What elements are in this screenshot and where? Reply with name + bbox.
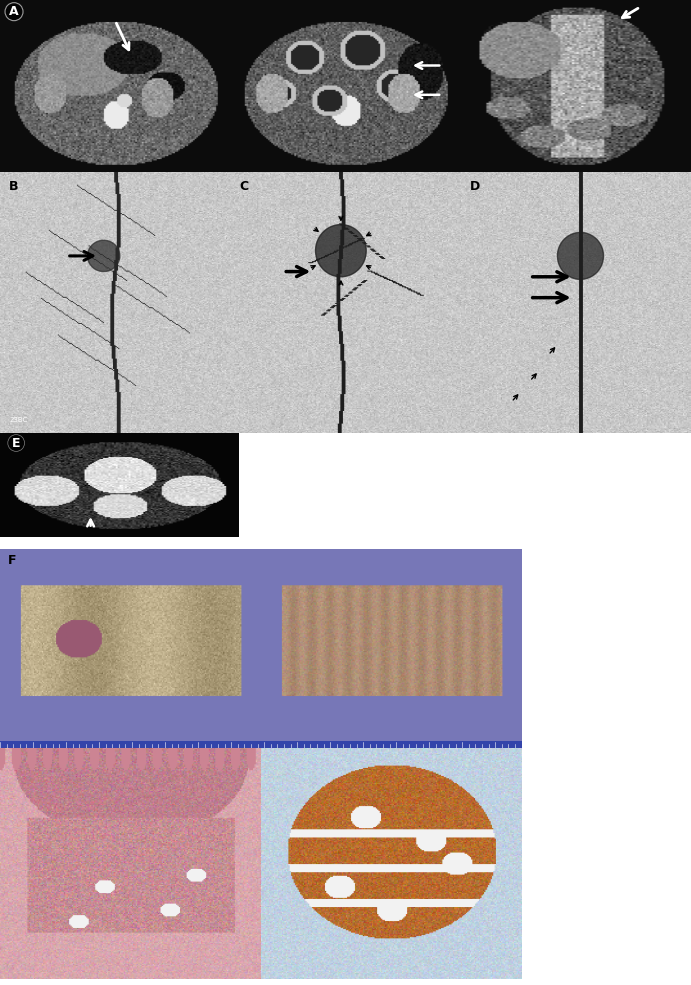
Text: A: A [9, 5, 19, 18]
Text: 23BC: 23BC [9, 417, 28, 423]
Text: C: C [240, 180, 249, 193]
Polygon shape [316, 225, 366, 277]
Text: D: D [470, 180, 480, 193]
Text: B: B [9, 180, 19, 193]
Text: E: E [12, 436, 21, 449]
Polygon shape [88, 240, 120, 272]
Text: F: F [8, 555, 17, 567]
Polygon shape [558, 232, 603, 280]
